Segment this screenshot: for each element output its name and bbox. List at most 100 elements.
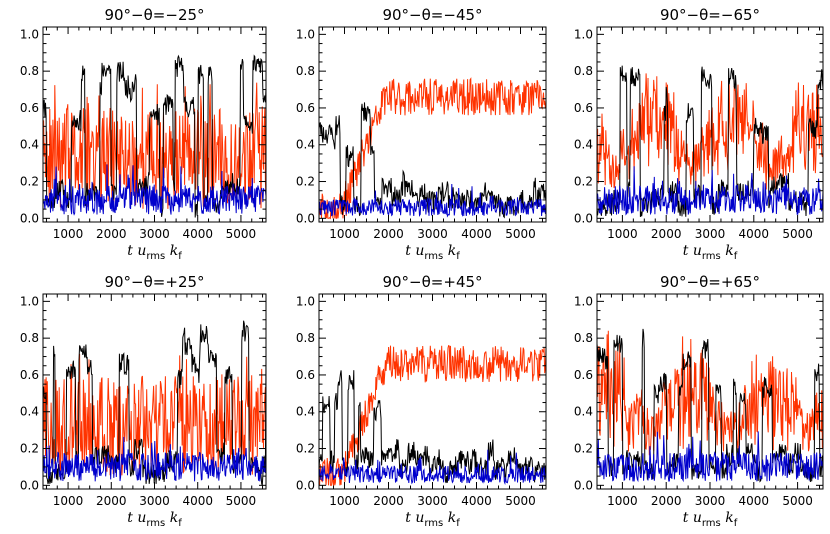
- y-tick-label: 0.6: [574, 368, 593, 382]
- x-tick-label: 1000: [53, 227, 84, 241]
- y-tick-label: 0.8: [574, 64, 593, 78]
- x-tick-label: 1000: [607, 494, 638, 508]
- series-line-red: [597, 330, 823, 456]
- panel-title: 90°−θ=+45°: [382, 273, 482, 291]
- y-tick-label: 0.8: [296, 331, 315, 345]
- x-tick-label: 4000: [182, 227, 213, 241]
- panel-2: 1000 2000 3000 4000 5000 0.0 0.2 0.4 0.6 0.8 1.0 90…: [296, 6, 547, 262]
- x-axis-label: t urms kf: [405, 510, 460, 529]
- y-tick-label: 0.6: [296, 368, 315, 382]
- y-tick-label: 0.8: [296, 64, 315, 78]
- series-line-black: [597, 328, 823, 483]
- y-tick-label: 0.4: [574, 138, 593, 152]
- panel-title: 90°−θ=−65°: [660, 6, 760, 24]
- x-axis-label: t urms kf: [683, 243, 738, 262]
- x-tick-label: 4000: [182, 494, 213, 508]
- series-line-red: [597, 73, 823, 190]
- y-tick-label: 0.2: [20, 175, 39, 189]
- panel-title: 90°−θ=+65°: [660, 273, 760, 291]
- y-tick-label: 0.2: [20, 442, 39, 456]
- panel-6: 1000 2000 3000 4000 5000 0.0 0.2 0.4 0.6 0.8 1.0 90…: [574, 273, 824, 529]
- x-tick-label: 3000: [139, 494, 170, 508]
- x-axis-label: t urms kf: [683, 510, 738, 529]
- series-line-black: [319, 102, 546, 219]
- x-tick-label: 5000: [505, 494, 536, 508]
- x-tick-label: 4000: [739, 494, 770, 508]
- y-tick-label: 1.0: [574, 27, 593, 41]
- y-tick-label: 0.8: [574, 331, 593, 345]
- y-tick-label: 0.4: [296, 138, 315, 152]
- x-tick-label: 5000: [226, 494, 257, 508]
- y-tick-label: 0.6: [296, 101, 315, 115]
- y-tick-label: 0.0: [574, 211, 593, 225]
- x-tick-label: 3000: [695, 227, 726, 241]
- series-line-black: [319, 370, 546, 484]
- x-tick-label: 1000: [607, 227, 638, 241]
- y-tick-label: 0.0: [296, 211, 315, 225]
- x-tick-label: 3000: [139, 227, 170, 241]
- x-tick-label: 5000: [226, 227, 257, 241]
- y-tick-label: 0.2: [574, 442, 593, 456]
- y-tick-label: 0.2: [574, 175, 593, 189]
- x-axis-label: t urms kf: [127, 243, 182, 262]
- panel-5: 1000 2000 3000 4000 5000 0.0 0.2 0.4 0.6 0.8 1.0 90…: [296, 273, 547, 529]
- x-tick-label: 5000: [782, 227, 813, 241]
- y-tick-label: 0.0: [20, 211, 39, 225]
- y-tick-label: 0.0: [296, 478, 315, 492]
- x-tick-label: 1000: [329, 494, 360, 508]
- x-tick-label: 4000: [739, 227, 770, 241]
- panel-3: 1000 2000 3000 4000 5000 0.0 0.2 0.4 0.6 0.8 1.0 90…: [574, 6, 824, 262]
- series-line-red: [319, 344, 546, 486]
- x-tick-label: 5000: [782, 494, 813, 508]
- y-tick-label: 0.2: [296, 175, 315, 189]
- series-line-blue: [43, 436, 266, 482]
- y-tick-label: 0.4: [574, 405, 593, 419]
- series-line-blue: [319, 449, 546, 486]
- y-tick-label: 0.4: [20, 138, 39, 152]
- series-line-red: [43, 82, 266, 209]
- y-tick-label: 0.6: [20, 101, 39, 115]
- x-tick-label: 2000: [96, 494, 127, 508]
- x-tick-label: 3000: [695, 494, 726, 508]
- y-tick-label: 1.0: [574, 294, 593, 308]
- x-axis-label: t urms kf: [127, 510, 182, 529]
- y-tick-label: 0.8: [20, 331, 39, 345]
- y-tick-label: 0.0: [20, 478, 39, 492]
- x-tick-label: 4000: [461, 494, 492, 508]
- y-tick-label: 0.6: [20, 368, 39, 382]
- x-tick-label: 3000: [417, 494, 448, 508]
- panel-title: 90°−θ=+25°: [104, 273, 204, 291]
- x-tick-label: 2000: [96, 227, 127, 241]
- series-line-blue: [319, 183, 546, 218]
- x-tick-label: 2000: [373, 227, 404, 241]
- panel-title: 90°−θ=−45°: [382, 6, 482, 24]
- x-tick-label: 4000: [461, 227, 492, 241]
- x-tick-label: 3000: [417, 227, 448, 241]
- x-tick-label: 2000: [373, 494, 404, 508]
- y-tick-label: 0.8: [20, 64, 39, 78]
- y-tick-label: 1.0: [20, 294, 39, 308]
- panel-4: 1000 2000 3000 4000 5000 0.0 0.2 0.4 0.6 0.8 1.0 90…: [20, 273, 267, 529]
- y-tick-label: 0.4: [296, 405, 315, 419]
- y-tick-label: 1.0: [296, 294, 315, 308]
- x-tick-label: 5000: [505, 227, 536, 241]
- x-axis-label: t urms kf: [405, 243, 460, 262]
- y-tick-label: 0.2: [296, 442, 315, 456]
- panel-title: 90°−θ=−25°: [104, 6, 204, 24]
- series-line-blue: [43, 164, 266, 216]
- y-tick-label: 0.0: [574, 478, 593, 492]
- x-tick-label: 1000: [329, 227, 360, 241]
- y-tick-label: 1.0: [296, 27, 315, 41]
- panel-1: 1000 2000 3000 4000 5000 0.0 0.2 0.4 0.6 0.8 1.0 90…: [20, 6, 267, 262]
- series-line-red: [43, 353, 266, 476]
- x-tick-label: 2000: [651, 494, 682, 508]
- series-line-red: [319, 77, 546, 220]
- series-line-blue: [597, 431, 823, 483]
- series-line-black: [43, 320, 266, 487]
- x-tick-label: 1000: [53, 494, 84, 508]
- x-tick-label: 2000: [651, 227, 682, 241]
- y-tick-label: 0.6: [574, 101, 593, 115]
- y-tick-label: 0.4: [20, 405, 39, 419]
- series-line-blue: [597, 166, 823, 216]
